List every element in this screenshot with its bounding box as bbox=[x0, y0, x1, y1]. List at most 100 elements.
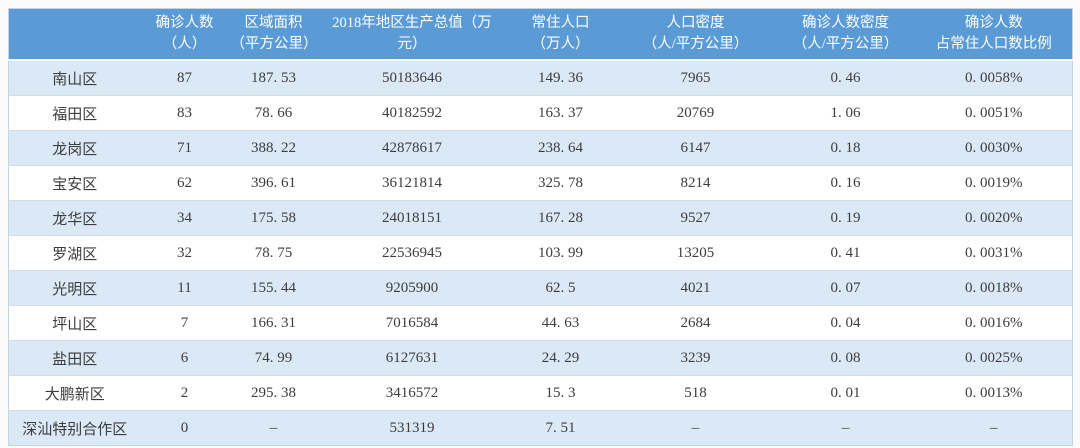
table-row: 光明区 11 155. 44 9205900 62. 5 4021 0. 07 0. 0018… bbox=[8, 270, 1073, 306]
value-cell: 4021 bbox=[615, 270, 776, 306]
district-name-cell: 罗湖区 bbox=[8, 235, 141, 271]
value-cell: 518 bbox=[615, 375, 776, 411]
table-row: 南山区 87 187. 53 50183646 149. 36 7965 0. 46 0. 0… bbox=[8, 60, 1073, 96]
value-cell: 1. 06 bbox=[775, 95, 916, 131]
district-name-cell: 大鹏新区 bbox=[8, 375, 141, 411]
value-cell: 0. 0016% bbox=[915, 305, 1073, 341]
value-cell: 0. 16 bbox=[775, 165, 916, 201]
column-header-resident-population: 常住人口 （万人） bbox=[505, 8, 616, 61]
table-row: 坪山区 7 166. 31 7016584 44. 63 2684 0. 04 0. 0016… bbox=[8, 305, 1073, 341]
value-cell: 0. 04 bbox=[775, 305, 916, 341]
value-cell: 87 bbox=[140, 60, 229, 96]
column-header-confirmed-cases: 确诊人数 （人） bbox=[140, 8, 229, 61]
value-cell: 32 bbox=[140, 235, 229, 271]
table-row: 龙华区 34 175. 58 24018151 167. 28 9527 0. 19 0. 0… bbox=[8, 200, 1073, 236]
district-name-cell: 龙华区 bbox=[8, 200, 141, 236]
table-row: 深汕特别合作区 0–531319 7. 51– – – bbox=[8, 410, 1073, 446]
value-cell: 6127631 bbox=[318, 340, 506, 376]
table-row: 龙岗区 71 388. 22 42878617 238. 64 6147 0. 18 0. 0… bbox=[8, 130, 1073, 166]
value-cell: 24018151 bbox=[318, 200, 506, 236]
column-header-population-density: 人口密度 （人/平方公里） bbox=[615, 8, 776, 61]
value-cell: 0. 0031% bbox=[915, 235, 1073, 271]
value-cell: 78. 75 bbox=[228, 235, 319, 271]
value-cell: 0. 08 bbox=[775, 340, 916, 376]
value-cell: 0. 19 bbox=[775, 200, 916, 236]
table-row: 宝安区 62 396. 61 36121814 325. 78 8214 0. 16 0. 0… bbox=[8, 165, 1073, 201]
value-cell: 9527 bbox=[615, 200, 776, 236]
value-cell: 11 bbox=[140, 270, 229, 306]
table-row: 罗湖区 32 78. 75 22536945 103. 99 13205 0. 41 0. 0… bbox=[8, 235, 1073, 271]
value-cell: 2684 bbox=[615, 305, 776, 341]
value-cell: 40182592 bbox=[318, 95, 506, 131]
value-cell: 396. 61 bbox=[228, 165, 319, 201]
value-cell: 103. 99 bbox=[505, 235, 616, 271]
table-row: 福田区 83 78. 66 40182592 163. 37 20769 1. 06 0. 0… bbox=[8, 95, 1073, 131]
column-header-gdp-2018: 2018年地区生产总值（万 元） bbox=[318, 8, 506, 61]
value-cell: 0. 0018% bbox=[915, 270, 1073, 306]
value-cell: 0. 0051% bbox=[915, 95, 1073, 131]
value-cell: 187. 53 bbox=[228, 60, 319, 96]
value-cell: 325. 78 bbox=[505, 165, 616, 201]
value-cell: 8214 bbox=[615, 165, 776, 201]
value-cell: 0. 0030% bbox=[915, 130, 1073, 166]
value-cell: 6147 bbox=[615, 130, 776, 166]
value-cell: 175. 58 bbox=[228, 200, 319, 236]
shenzhen-district-covid-table: 确诊人数 （人） 区域面积 （平方公里） 2018年地区生产总值（万 元） 常住… bbox=[8, 8, 1073, 446]
value-cell: 0. 0020% bbox=[915, 200, 1073, 236]
value-cell: 71 bbox=[140, 130, 229, 166]
value-cell: 9205900 bbox=[318, 270, 506, 306]
column-header-area: 区域面积 （平方公里） bbox=[228, 8, 319, 61]
district-name-cell: 深汕特别合作区 bbox=[8, 410, 141, 446]
district-name-cell: 龙岗区 bbox=[8, 130, 141, 166]
value-cell: 3416572 bbox=[318, 375, 506, 411]
value-cell: 13205 bbox=[615, 235, 776, 271]
value-cell: 74. 99 bbox=[228, 340, 319, 376]
value-cell: 0. 41 bbox=[775, 235, 916, 271]
value-cell: 0. 0025% bbox=[915, 340, 1073, 376]
column-header-case-density: 确诊人数密度 （人/平方公里） bbox=[775, 8, 916, 61]
value-cell: 166. 31 bbox=[228, 305, 319, 341]
value-cell: 34 bbox=[140, 200, 229, 236]
column-header-district bbox=[8, 8, 141, 61]
value-cell: 7016584 bbox=[318, 305, 506, 341]
value-cell: 62. 5 bbox=[505, 270, 616, 306]
value-cell: 295. 38 bbox=[228, 375, 319, 411]
table-row: 大鹏新区 2 295. 38 3416572 15. 3 518 0. 01 0. 0013% bbox=[8, 375, 1073, 411]
value-cell: 15. 3 bbox=[505, 375, 616, 411]
value-cell: 44. 63 bbox=[505, 305, 616, 341]
value-cell: 22536945 bbox=[318, 235, 506, 271]
value-cell: 0 bbox=[140, 410, 229, 446]
table-row: 盐田区 6 74. 99 6127631 24. 29 3239 0. 08 0. 0025% bbox=[8, 340, 1073, 376]
value-cell: 388. 22 bbox=[228, 130, 319, 166]
value-cell: 7. 51 bbox=[505, 410, 616, 446]
value-cell: 42878617 bbox=[318, 130, 506, 166]
value-cell: 163. 37 bbox=[505, 95, 616, 131]
value-cell: 0. 0019% bbox=[915, 165, 1073, 201]
value-cell: 0. 18 bbox=[775, 130, 916, 166]
value-cell: – bbox=[775, 410, 916, 446]
value-cell: 50183646 bbox=[318, 60, 506, 96]
value-cell: 531319 bbox=[318, 410, 506, 446]
value-cell: 167. 28 bbox=[505, 200, 616, 236]
value-cell: – bbox=[228, 410, 319, 446]
value-cell: 0. 0058% bbox=[915, 60, 1073, 96]
value-cell: 0. 46 bbox=[775, 60, 916, 96]
header-row: 确诊人数 （人） 区域面积 （平方公里） 2018年地区生产总值（万 元） 常住… bbox=[8, 8, 1073, 61]
value-cell: 3239 bbox=[615, 340, 776, 376]
value-cell: 24. 29 bbox=[505, 340, 616, 376]
value-cell: 78. 66 bbox=[228, 95, 319, 131]
value-cell: – bbox=[615, 410, 776, 446]
value-cell: 36121814 bbox=[318, 165, 506, 201]
column-header-case-ratio: 确诊人数 占常住人口数比例 bbox=[915, 8, 1073, 61]
value-cell: 0. 0013% bbox=[915, 375, 1073, 411]
district-name-cell: 光明区 bbox=[8, 270, 141, 306]
district-name-cell: 南山区 bbox=[8, 60, 141, 96]
value-cell: 0. 07 bbox=[775, 270, 916, 306]
value-cell: 2 bbox=[140, 375, 229, 411]
value-cell: 20769 bbox=[615, 95, 776, 131]
value-cell: 62 bbox=[140, 165, 229, 201]
value-cell: 7965 bbox=[615, 60, 776, 96]
value-cell: 83 bbox=[140, 95, 229, 131]
value-cell: 7 bbox=[140, 305, 229, 341]
